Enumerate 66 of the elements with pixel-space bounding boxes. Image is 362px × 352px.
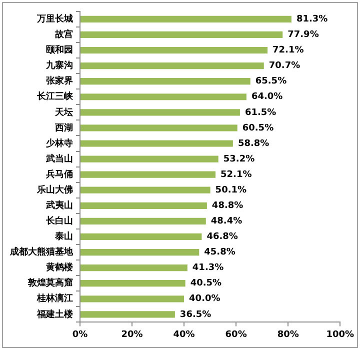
bar	[80, 280, 186, 287]
bar	[80, 202, 207, 209]
data-label: 46.8%	[206, 232, 238, 242]
bar	[80, 218, 206, 224]
bar	[80, 186, 210, 194]
bar	[80, 233, 202, 240]
data-label: 48.8%	[212, 200, 244, 211]
y-tick-label: 故宫	[54, 29, 73, 40]
bar	[80, 94, 246, 100]
data-label: 81.3%	[296, 14, 328, 25]
y-tick-label: 敦煌莫高窟	[27, 278, 73, 289]
data-label: 45.8%	[204, 248, 236, 258]
data-label: 60.5%	[242, 123, 274, 134]
y-tick-label: 泰山	[54, 231, 73, 242]
bar	[80, 296, 184, 302]
x-tick-label: 0%	[72, 330, 88, 340]
bar	[80, 124, 238, 132]
bar	[80, 248, 200, 256]
bar	[80, 311, 175, 318]
y-tick-label: 成都大熊猫基地	[9, 246, 74, 258]
data-label: 36.5%	[180, 310, 212, 320]
x-tick-label: 100%	[326, 330, 354, 340]
y-tick-label: 武夷山	[45, 200, 73, 211]
bar	[80, 31, 283, 38]
bar	[80, 109, 240, 116]
y-tick-label: 张家界	[46, 76, 73, 87]
data-label: 64.0%	[251, 92, 283, 102]
bar	[80, 140, 233, 147]
y-tick-label: 兵马俑	[45, 168, 73, 180]
data-label: 52.1%	[220, 170, 252, 180]
data-label: 58.8%	[238, 138, 270, 149]
data-label: 50.1%	[215, 185, 247, 196]
x-tick-label: 80%	[277, 330, 299, 340]
data-label: 70.7%	[268, 61, 300, 72]
bar	[80, 62, 264, 70]
data-label: 40.5%	[190, 278, 222, 289]
bar	[80, 171, 216, 178]
y-tick-label: 长白山	[45, 216, 73, 227]
y-tick-label: 颐和园	[46, 44, 73, 56]
bar	[80, 16, 292, 22]
data-label: 65.5%	[255, 76, 287, 87]
y-tick-label: 西湖	[54, 122, 73, 134]
y-tick-label: 乐山大佛	[36, 184, 73, 196]
x-tick-label: 60%	[225, 330, 247, 340]
data-label: 41.3%	[192, 263, 224, 274]
data-label: 61.5%	[244, 108, 276, 118]
y-tick-label: 桂林漓江	[36, 293, 73, 304]
y-tick-label: 少林寺	[45, 138, 73, 149]
y-tick-label: 武当山	[45, 153, 73, 164]
y-tick-label: 福建土楼	[36, 308, 74, 320]
data-label: 48.4%	[210, 216, 242, 227]
y-tick-label: 九寨沟	[45, 60, 73, 72]
x-tick-label: 40%	[173, 330, 195, 340]
y-tick-label: 天坛	[54, 106, 73, 118]
bar	[80, 156, 218, 162]
bar	[80, 78, 250, 85]
data-label: 40.0%	[189, 294, 220, 304]
data-label: 53.2%	[223, 154, 255, 164]
y-tick-label: 万里长城	[36, 14, 73, 25]
x-tick-label: 20%	[121, 330, 143, 340]
y-tick-label: 黄鹤楼	[45, 262, 74, 274]
y-tick-label: 长江三峡	[36, 91, 74, 102]
bar	[80, 264, 188, 272]
bar	[80, 46, 268, 54]
data-label: 77.9%	[288, 30, 319, 40]
data-label: 72.1%	[272, 46, 304, 56]
